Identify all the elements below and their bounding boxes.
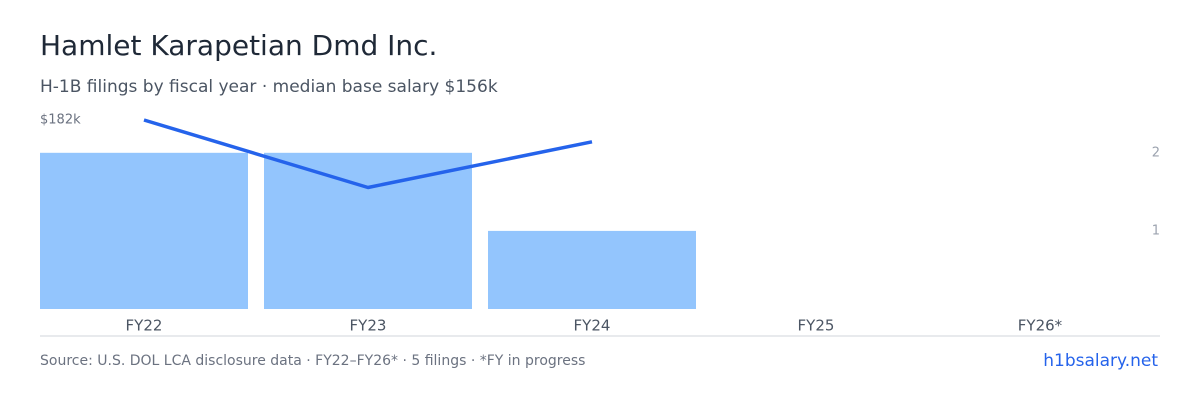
x-tick-label: FY25 [798,317,835,335]
chart-title: Hamlet Karapetian Dmd Inc. [40,29,437,62]
brand-link[interactable]: h1bsalary.net [1043,351,1158,371]
footer-note: Source: U.S. DOL LCA disclosure data · F… [40,353,585,369]
y2-tick-label: 2 [1152,145,1160,160]
x-tick-label: FY24 [574,317,611,335]
x-tick-label: FY22 [126,317,163,335]
bar [264,152,472,309]
x-tick-label: FY26* [1018,317,1063,335]
y2-tick-label: 1 [1152,223,1160,238]
bar [40,152,248,309]
salary-line [143,118,593,190]
chart-subtitle: H-1B filings by fiscal year · median bas… [40,77,498,97]
x-tick-label: FY23 [350,317,387,335]
y-tick-label: $182k [40,113,81,128]
bar [488,230,696,309]
